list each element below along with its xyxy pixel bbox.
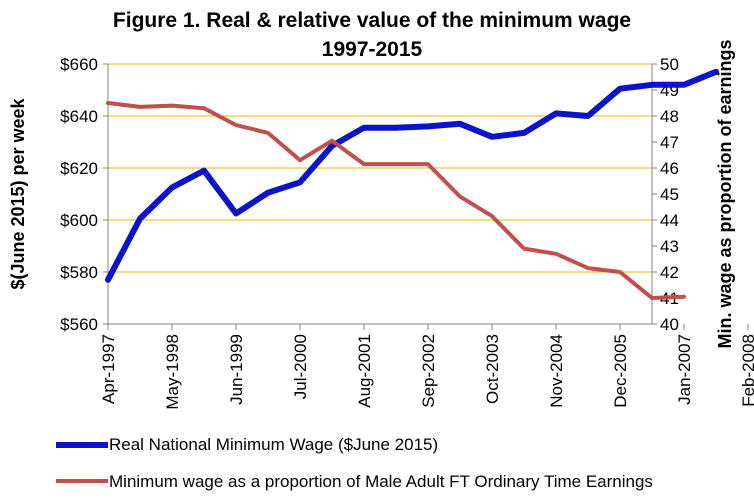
- left-axis-title: $(June 2015) per week: [8, 97, 28, 289]
- right-tick-label: 50: [660, 55, 679, 74]
- left-tick-label: $600: [60, 211, 98, 230]
- left-tick-label: $660: [60, 55, 98, 74]
- right-tick-label: 47: [660, 133, 679, 152]
- chart-title-line-1: Figure 1. Real & relative value of the m…: [113, 9, 631, 32]
- x-tick-label: Jan-2007: [675, 334, 694, 405]
- x-tick-label: Jul-2000: [291, 334, 310, 399]
- x-tick-label: Feb-2008: [739, 334, 754, 407]
- right-axis-title: Min. wage as proportion of earnings: [715, 39, 735, 348]
- left-tick-label: $620: [60, 159, 98, 178]
- right-tick-label: 43: [660, 237, 679, 256]
- left-tick-label: $560: [60, 315, 98, 334]
- gridlines: [108, 63, 652, 325]
- left-tick-label: $640: [60, 107, 98, 126]
- right-tick-label: 42: [660, 263, 679, 282]
- legend: Real National Minimum Wage ($June 2015) …: [56, 435, 653, 491]
- right-tick-label: 44: [660, 211, 679, 230]
- axes: [107, 64, 653, 325]
- x-tick-label: Apr-1997: [99, 334, 118, 404]
- x-tick-label: Dec-2005: [611, 334, 630, 408]
- x-tick-label: Nov-2004: [547, 334, 566, 408]
- x-axis-ticks: Apr-1997 May-1998 Jun-1999 Jul-2000 Aug-2001…: [99, 324, 754, 410]
- x-tick-label: Oct-2003: [483, 334, 502, 404]
- right-tick-label: 46: [660, 159, 679, 178]
- legend-label-proportion: Minimum wage as a proportion of Male Adu…: [109, 472, 653, 491]
- right-tick-label: 48: [660, 107, 679, 126]
- x-tick-label: May-1998: [163, 334, 182, 410]
- x-tick-label: Sep-2002: [419, 334, 438, 408]
- x-tick-label: Jun-1999: [227, 334, 246, 405]
- legend-label-minimum-wage: Real National Minimum Wage ($June 2015): [109, 435, 438, 454]
- chart-title-line-2: 1997-2015: [322, 38, 423, 61]
- left-tick-label: $580: [60, 263, 98, 282]
- left-y-axis-ticks: $560 $580 $600 $620 $640 $660: [60, 55, 108, 334]
- right-tick-label: 45: [660, 185, 679, 204]
- series-line-minimum-wage: [105, 68, 719, 283]
- x-tick-label: Aug-2001: [355, 334, 374, 408]
- right-tick-label: 40: [660, 315, 679, 334]
- series-line-proportion: [106, 101, 686, 300]
- series-lines: [105, 68, 719, 300]
